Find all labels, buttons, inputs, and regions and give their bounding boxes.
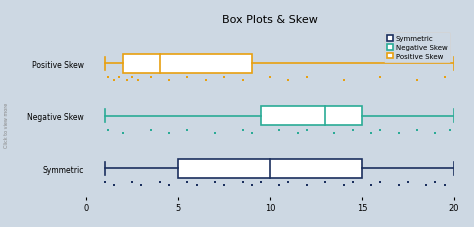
Point	[275, 128, 283, 132]
Point	[105, 128, 112, 132]
Point	[376, 128, 384, 132]
Point	[165, 184, 173, 187]
Point	[447, 128, 454, 132]
Point	[183, 76, 191, 79]
Point	[257, 180, 264, 184]
Point	[303, 76, 310, 79]
Point	[303, 128, 310, 132]
Point	[432, 131, 439, 135]
Bar	[178, 159, 362, 178]
Point	[239, 128, 246, 132]
Point	[285, 180, 292, 184]
Point	[165, 79, 173, 82]
Point	[340, 184, 347, 187]
Bar	[123, 54, 252, 73]
Point	[211, 180, 219, 184]
Point	[395, 184, 402, 187]
Point	[294, 131, 301, 135]
Point	[239, 180, 246, 184]
Point	[119, 131, 127, 135]
Point	[147, 128, 155, 132]
Point	[349, 128, 356, 132]
Point	[116, 76, 123, 79]
Point	[220, 76, 228, 79]
Point	[147, 76, 155, 79]
Point	[239, 79, 246, 82]
Point	[275, 184, 283, 187]
Point	[413, 128, 421, 132]
Point	[303, 184, 310, 187]
Point	[165, 131, 173, 135]
Point	[105, 76, 112, 79]
Point	[404, 180, 411, 184]
Point	[128, 76, 136, 79]
Point	[183, 180, 191, 184]
Point	[248, 184, 255, 187]
Point	[422, 184, 430, 187]
Title: Box Plots & Skew: Box Plots & Skew	[222, 15, 318, 25]
Point	[413, 79, 421, 82]
Point	[211, 131, 219, 135]
Point	[441, 184, 448, 187]
Point	[248, 131, 255, 135]
Point	[266, 76, 274, 79]
Point	[340, 79, 347, 82]
Point	[220, 184, 228, 187]
Point	[432, 180, 439, 184]
Point	[441, 76, 448, 79]
Point	[193, 184, 201, 187]
Point	[183, 128, 191, 132]
Point	[349, 180, 356, 184]
Point	[395, 131, 402, 135]
Point	[110, 79, 118, 82]
Point	[330, 131, 338, 135]
Point	[367, 184, 375, 187]
Point	[134, 79, 142, 82]
Point	[202, 79, 210, 82]
Point	[376, 180, 384, 184]
Point	[123, 79, 130, 82]
Point	[128, 180, 136, 184]
Text: Click to view more: Click to view more	[4, 102, 9, 147]
Point	[110, 184, 118, 187]
Point	[376, 76, 384, 79]
Bar	[261, 107, 362, 126]
Point	[137, 184, 145, 187]
Legend: Symmetric, Negative Skew, Positive Skew: Symmetric, Negative Skew, Positive Skew	[384, 33, 450, 62]
Point	[101, 180, 109, 184]
Point	[367, 131, 375, 135]
Point	[321, 180, 329, 184]
Point	[285, 79, 292, 82]
Point	[156, 180, 164, 184]
